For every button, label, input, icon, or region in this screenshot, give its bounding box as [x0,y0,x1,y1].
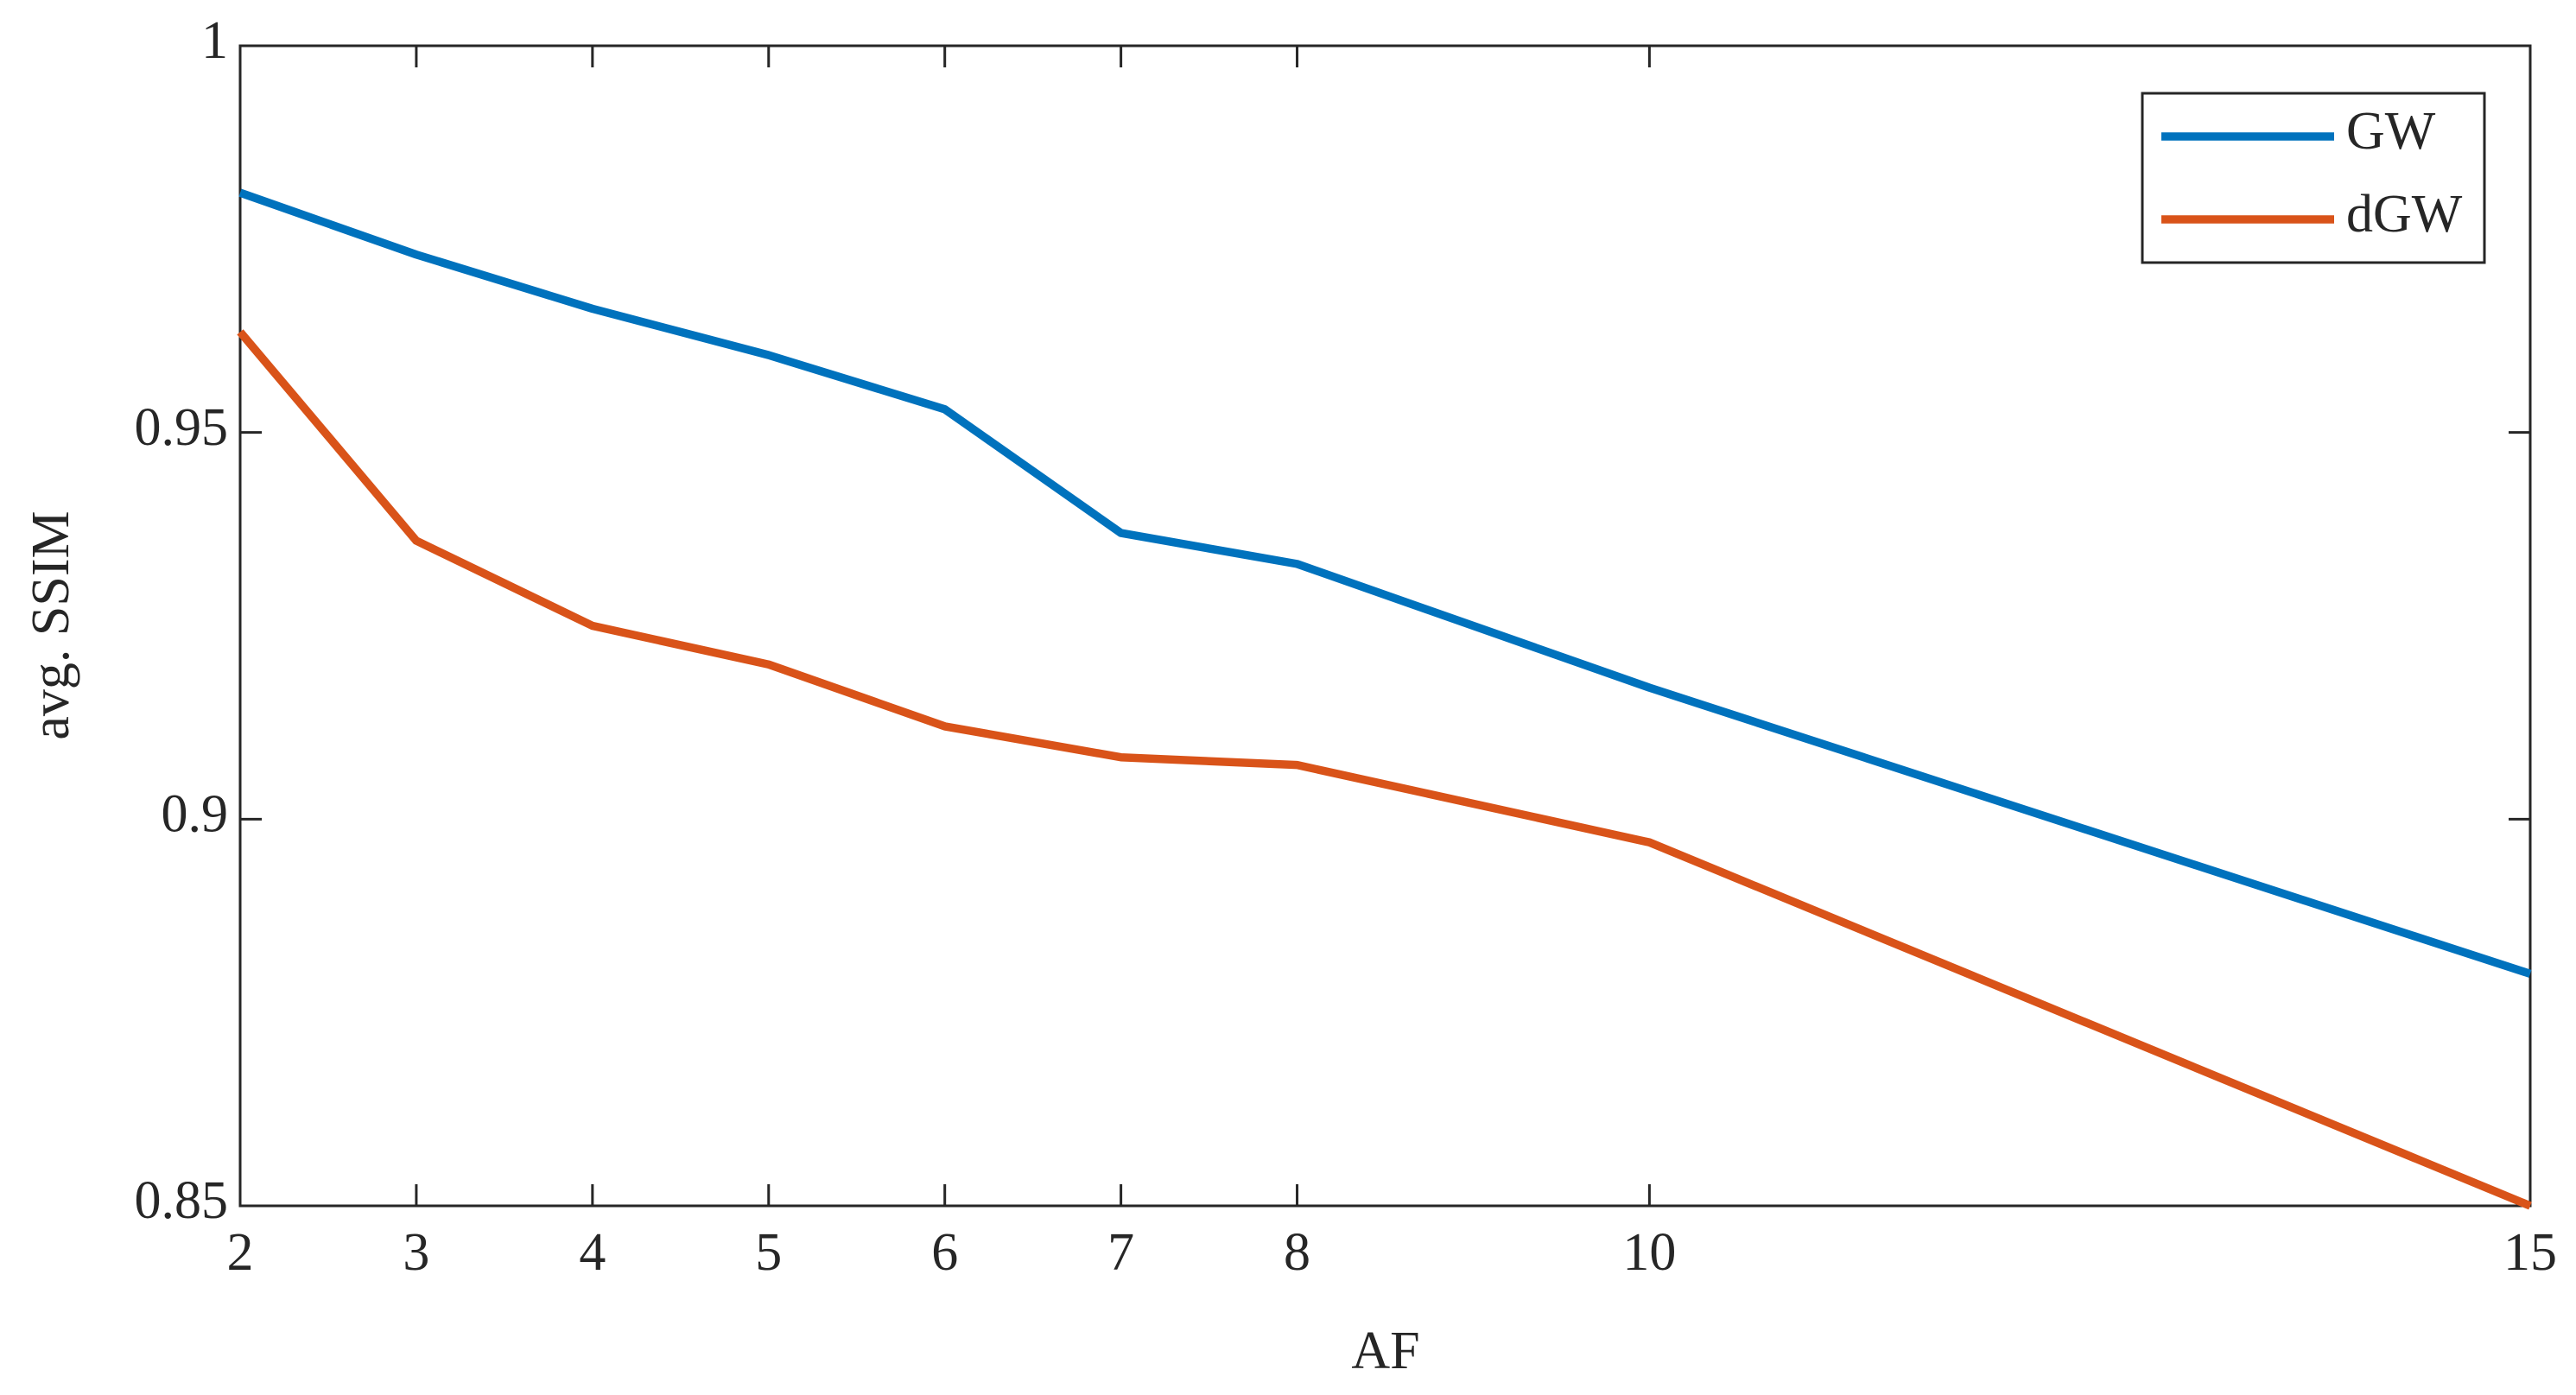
x-tick-label: 4 [579,1223,606,1282]
x-tick-label: 3 [403,1223,429,1282]
y-tick-label: 0.9 [162,785,229,844]
x-tick-label: 10 [1622,1223,1676,1282]
line-series [237,329,2532,1210]
y-axis-label: avg. SSIM [22,510,80,739]
y-tick-label: 0.95 [135,398,229,457]
x-tick-label: 15 [2503,1223,2557,1282]
y-tick-label: 1 [201,11,228,70]
x-tick-label: 5 [755,1223,782,1282]
x-axis-label: AF [1351,1322,1419,1380]
x-tick-label: 8 [1284,1223,1310,1282]
legend-label: GW [2346,102,2436,161]
x-tick-label: 2 [227,1223,254,1282]
legend-label: dGW [2346,185,2463,244]
x-tick-label: 7 [1107,1223,1134,1282]
legend-box [2141,92,2486,264]
x-tick-label: 6 [931,1223,958,1282]
y-tick-label: 0.85 [135,1171,229,1230]
line-series [238,188,2532,978]
